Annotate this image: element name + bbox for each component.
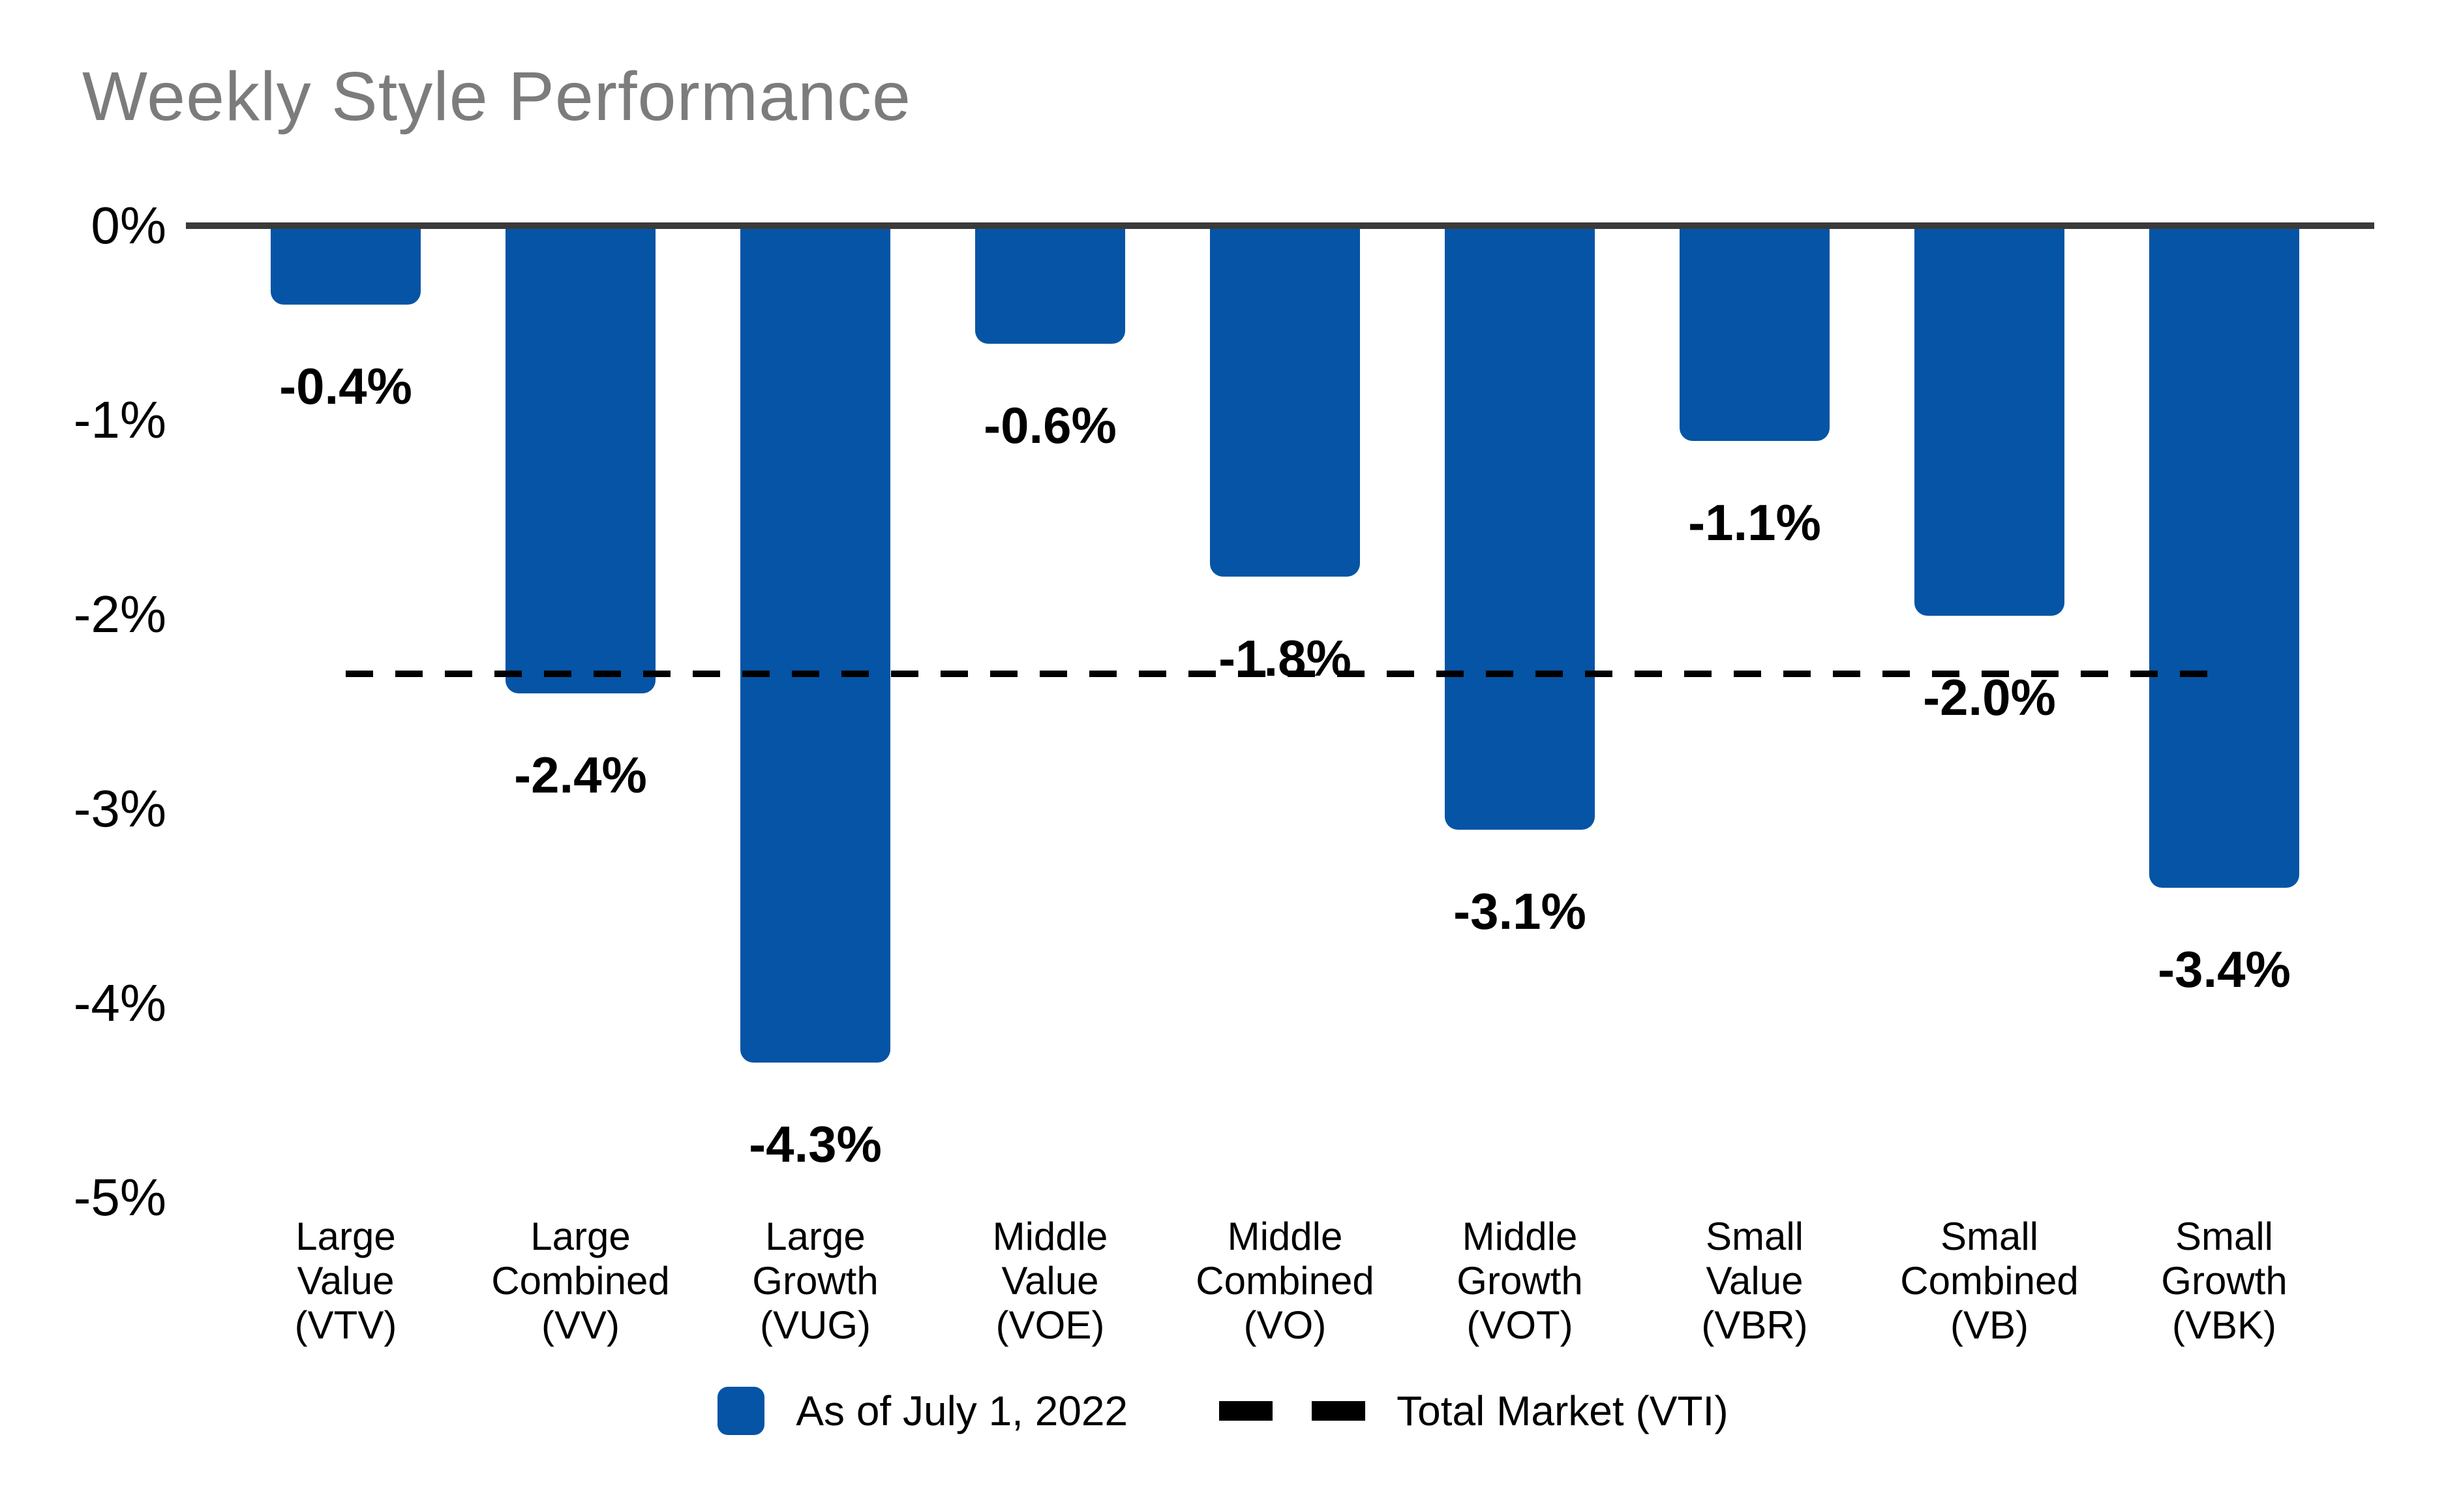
category-label-line: (VOE) [995,1303,1105,1347]
category-label-line: Large [765,1215,866,1258]
category-label-line: (VOT) [1466,1303,1573,1347]
bar-VOT [1445,227,1595,830]
category-label-line: (VB) [1950,1303,2029,1347]
category-label-VOT: Middle Growth (VOT) [1402,1215,1637,1348]
category-label-line: Middle [992,1215,1108,1258]
chart-title: Weekly Style Performance [82,58,911,135]
dash-segment-icon [1312,1401,1366,1421]
category-label-line: Middle [1462,1215,1578,1258]
category-label-line: Combined [491,1259,670,1303]
bar-value-label: -0.4% [279,357,412,416]
bar-VV [506,227,656,694]
bar-value-label: -0.6% [984,396,1117,454]
category-label-VBK: Small Growth (VBK) [2107,1215,2342,1348]
category-label-line: (VTV) [294,1303,397,1347]
bar-series-swatch-icon [717,1387,765,1435]
bar-value-label: -3.1% [1453,882,1586,940]
category-label-line: Small [1705,1215,1804,1258]
category-label-VO: Middle Combined (VO) [1168,1215,1402,1348]
total-market-dashed-line [346,671,2224,678]
category-label-line: Large [295,1215,396,1258]
category-label-line: Small [2175,1215,2274,1258]
dash-segment-icon [1219,1401,1273,1421]
category-label-line: Combined [1196,1259,1374,1303]
y-tick-label: -3% [73,779,166,838]
bar-value-label: -1.8% [1218,629,1351,688]
category-label-line: Large [530,1215,631,1258]
category-label-VOE: Middle Value (VOE) [933,1215,1168,1348]
bar-value-label: -2.4% [514,746,647,804]
bar-VBR [1680,227,1830,441]
category-label-line: Small [1940,1215,2039,1258]
category-label-line: (VBR) [1701,1303,1808,1347]
category-label-VB: Small Combined (VB) [1872,1215,2107,1348]
bar-value-label: -2.0% [1923,669,2056,726]
bar-VB [1914,227,2064,616]
category-label-line: (VUG) [760,1303,871,1347]
category-label-VTV: Large Value (VTV) [228,1215,463,1348]
category-label-line: Growth [752,1259,879,1303]
dashed-line-swatch-icon [1219,1401,1366,1421]
bar-VUG [740,227,890,1063]
bar-VBK [2149,227,2299,888]
category-label-line: (VO) [1243,1303,1327,1347]
bar-VOE [975,227,1125,344]
category-label-VUG: Large Growth (VUG) [698,1215,933,1348]
bar-value-label: -4.3% [749,1115,882,1173]
category-label-line: Value [1001,1259,1099,1303]
y-tick-label: -4% [73,974,166,1033]
bar-VTV [271,227,421,305]
category-label-VBR: Small Value (VBR) [1637,1215,1872,1348]
category-label-line: Growth [2161,1259,2287,1303]
y-tick-label: 0% [91,196,166,255]
bar-value-label: -1.1% [1688,493,1821,551]
category-label-line: Combined [1900,1259,2079,1303]
bar-VO [1210,227,1360,577]
category-label-line: Growth [1457,1259,1583,1303]
category-label-line: Middle [1227,1215,1343,1258]
legend-label-series: As of July 1, 2022 [796,1387,1128,1434]
category-label-line: Value [1706,1259,1804,1303]
y-tick-label: -5% [73,1168,166,1227]
legend-label-total-market: Total Market (VTI) [1397,1387,1729,1434]
category-label-line: Value [297,1259,395,1303]
bar-value-label: -3.4% [2158,941,2291,999]
category-label-line: (VV) [541,1303,620,1347]
category-label-VV: Large Combined (VV) [463,1215,698,1348]
legend: As of July 1, 2022 Total Market (VTI) [0,1382,2446,1440]
category-label-line: (VBK) [2171,1303,2277,1347]
zero-axis-line [186,222,2374,229]
y-tick-label: -1% [73,391,166,449]
y-tick-label: -2% [73,585,166,644]
